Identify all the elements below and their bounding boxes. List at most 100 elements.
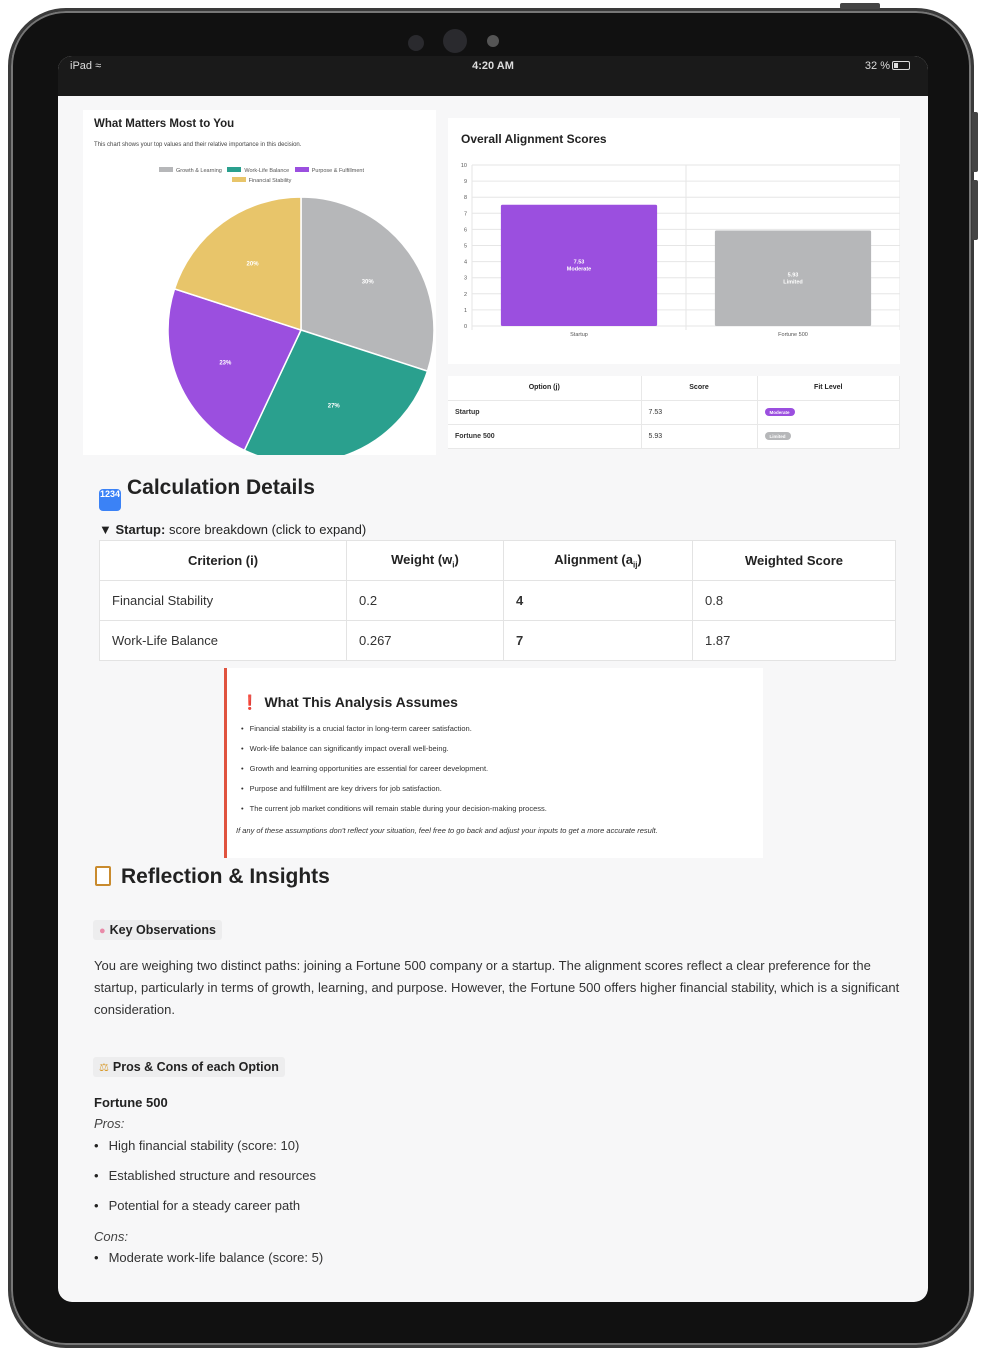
column-header: Weight (wi) (346, 540, 504, 581)
y-tick-label: 0 (464, 324, 467, 330)
list-item: Financial stability is a crucial factor … (241, 724, 547, 744)
pie-chart-subtitle: This chart shows your top values and the… (94, 142, 302, 148)
legend-swatch (231, 177, 246, 182)
legend-swatch (294, 167, 309, 172)
pie-slice-label: 30% (362, 280, 375, 286)
alignment-cell: 7 (503, 620, 693, 661)
criterion-cell: Financial Stability (99, 580, 347, 621)
calculation-table: Criterion (i) Weight (wi) Alignment (aij… (99, 540, 896, 661)
y-tick-label: 6 (464, 227, 467, 233)
pie-slice (167, 287, 303, 452)
list-item: High financial stability (score: 10) (94, 1138, 300, 1153)
criterion-cell: Work-Life Balance (99, 620, 347, 661)
score-cell: 5.93 (641, 424, 758, 449)
y-tick-label: 3 (464, 276, 467, 282)
legend-item[interactable]: Growth & Learning (155, 167, 222, 174)
list-item: Moderate work-life balance (score: 5) (94, 1250, 324, 1265)
x-tick-label: Startup (570, 332, 588, 338)
battery-icon (892, 61, 910, 70)
alignment-cell: 4 (503, 580, 693, 621)
fit-badge: Limited (764, 432, 791, 440)
reflection-heading: Reflection & Insights (95, 865, 330, 889)
y-tick-label: 2 (464, 292, 467, 298)
y-tick-label: 7 (464, 211, 467, 217)
values-pie-card: What Matters Most to You This chart show… (83, 110, 436, 455)
camera-icon (443, 29, 467, 53)
pie-slice (243, 329, 429, 455)
bar (500, 204, 658, 326)
status-time: 4:20 AM (472, 60, 514, 72)
report-content[interactable]: What Matters Most to You This chart show… (73, 98, 913, 1282)
list-item: The current job market conditions will r… (241, 804, 547, 824)
pros-cons-tag: ⚖ Pros & Cons of each Option (93, 1057, 285, 1077)
numbers-icon: 1234 (99, 489, 121, 511)
y-tick-label: 4 (464, 260, 467, 266)
legend-item[interactable]: Purpose & Fulfillment (291, 167, 364, 174)
bar (714, 230, 872, 326)
pie-legend: Growth & Learning Work-Life Balance Purp… (83, 166, 436, 186)
table-header-row: Option (j) Score Fit Level (448, 376, 900, 401)
score-table: Option (j) Score Fit Level Startup 7.53 … (448, 376, 900, 449)
fit-cell: Moderate (757, 400, 900, 425)
list-item: Growth and learning opportunities are es… (241, 764, 547, 784)
volume-up-button (972, 112, 978, 172)
status-bar: iPad ≈ 4:20 AM 32 % (58, 56, 928, 96)
pie-slice-label: 20% (247, 261, 260, 267)
list-item: Purpose and fulfillment are key drivers … (241, 784, 547, 804)
calculation-details-heading: 1234 Calculation Details (99, 476, 315, 511)
table-row: Fortune 500 5.93 Limited (448, 424, 900, 449)
legend-swatch (158, 167, 173, 172)
option-cell: Fortune 500 (448, 424, 642, 449)
bar-data-label: 7.53 (574, 259, 585, 265)
table-row: Work-Life Balance 0.267 7 1.87 (99, 620, 896, 661)
bar-data-label: Limited (783, 279, 803, 285)
assumptions-box: ❗What This Analysis Assumes Financial st… (224, 668, 763, 858)
weight-cell: 0.2 (346, 580, 504, 621)
volume-down-button (972, 180, 978, 240)
bar-data-label: Moderate (567, 266, 591, 272)
pros-label: Pros: (94, 1116, 125, 1131)
column-header: Option (j) (448, 376, 642, 401)
pie-slice-label: 27% (328, 404, 341, 410)
weighted-score-cell: 0.8 (692, 580, 896, 621)
pie-slice (173, 196, 302, 332)
table-row: Startup 7.53 Moderate (448, 400, 900, 425)
key-observations-tag: ● Key Observations (93, 920, 222, 940)
assumptions-list: Financial stability is a crucial factor … (241, 724, 547, 824)
legend-swatch (227, 167, 242, 172)
alignment-bar-card: Overall Alignment Scores 0 1 2 3 4 5 6 7 8 9 10 7.5… (448, 118, 900, 364)
fit-cell: Limited (757, 424, 900, 449)
cons-label: Cons: (94, 1229, 128, 1244)
assumptions-title: ❗ What This Analysis Assumes (241, 694, 458, 710)
column-header: Fit Level (757, 376, 900, 401)
camera-icon (487, 35, 499, 47)
scales-icon: ⚖ (99, 1062, 109, 1074)
table-row: Financial Stability 0.2 4 0.8 (99, 580, 896, 621)
power-button (840, 3, 880, 9)
assumptions-note: If any of these assumptions don't reflec… (236, 826, 658, 835)
y-tick-label: 9 (464, 179, 467, 185)
bar-chart-title: Overall Alignment Scores (461, 132, 607, 146)
list-item: Established structure and resources (94, 1168, 316, 1183)
column-header: Score (641, 376, 758, 401)
legend-item[interactable]: Financial Stability (228, 177, 291, 184)
exclamation-icon: ❗ (241, 694, 259, 710)
pie-chart-title: What Matters Most to You (94, 118, 235, 130)
disclosure-triangle-icon: ▼ (99, 522, 112, 537)
y-tick-label: 1 (464, 308, 467, 314)
startup-breakdown-toggle[interactable]: ▼ Startup: score breakdown (click to exp… (99, 522, 367, 537)
y-tick-label: 5 (464, 244, 467, 250)
column-header: Criterion (i) (99, 540, 347, 581)
legend-item[interactable]: Work-Life Balance (223, 167, 289, 174)
clipboard-icon (95, 866, 111, 886)
weighted-score-cell: 1.87 (692, 620, 896, 661)
list-item: Work-life balance can significantly impa… (241, 744, 547, 764)
pie-slice (300, 196, 435, 373)
score-cell: 7.53 (641, 400, 758, 425)
list-item: Potential for a steady career path (94, 1198, 301, 1213)
weight-cell: 0.267 (346, 620, 504, 661)
column-header: Weighted Score (692, 540, 896, 581)
x-tick-label: Fortune 500 (778, 332, 808, 338)
option-cell: Startup (448, 400, 642, 425)
